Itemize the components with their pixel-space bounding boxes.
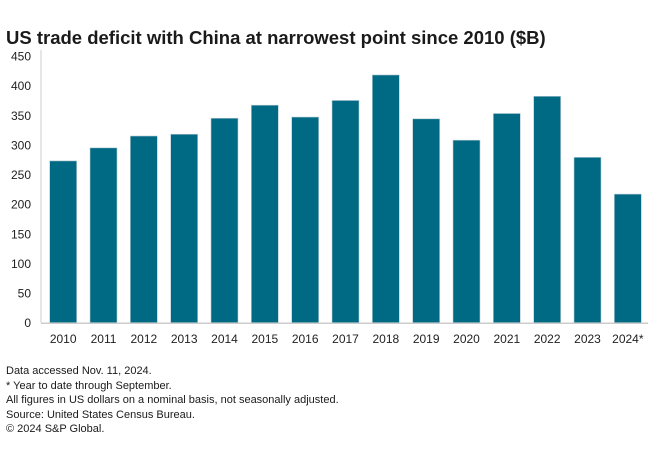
bar-2017 [331, 100, 360, 323]
bar-2011 [89, 147, 118, 323]
bar-2014 [210, 117, 239, 324]
x-tick-label: 2010 [50, 332, 77, 346]
x-tick-label: 2023 [574, 332, 601, 346]
x-tick-label: 2014 [211, 332, 238, 346]
bar-2012 [130, 135, 158, 323]
bar-2018 [372, 74, 400, 323]
bar-2015 [251, 104, 279, 323]
bar-2010 [49, 160, 77, 323]
y-tick-label: 400 [11, 79, 31, 93]
chart-notes: Data accessed Nov. 11, 2024. * Year to d… [6, 364, 339, 437]
bar-2023 [573, 157, 602, 323]
bar-2019 [412, 118, 440, 324]
bar-2016 [291, 116, 319, 324]
x-tick-label: 2020 [453, 332, 480, 346]
chart-title: US trade deficit with China at narrowest… [6, 27, 546, 48]
x-tick-label: 2024* [612, 332, 644, 346]
y-tick-label: 450 [11, 50, 31, 64]
x-tick-label: 2017 [332, 332, 359, 346]
y-tick-label: 350 [11, 109, 31, 123]
note-nominal: All figures in US dollars on a nominal b… [6, 394, 339, 407]
note-ytd: * Year to date through September. [6, 379, 172, 392]
note-data-accessed: Data accessed Nov. 11, 2024. [6, 365, 152, 377]
x-tick-label: 2016 [292, 332, 319, 346]
x-tick-label: 2012 [130, 332, 157, 346]
bar-2020 [452, 139, 481, 323]
note-copyright: © 2024 S&P Global. [6, 423, 105, 436]
bar-2024 [614, 193, 642, 324]
bar-chart: 0 50 100 150 200 250 300 350 400 450 2010 2011 2012 2… [11, 50, 648, 346]
note-source: Source: United States Census Bureau. [6, 408, 195, 421]
y-tick-label: 0 [24, 316, 31, 330]
x-tick-label: 2022 [534, 332, 561, 346]
bar-2022 [533, 96, 561, 323]
y-tick-label: 300 [11, 138, 31, 152]
x-tick-label: 2018 [372, 332, 399, 346]
y-tick-label: 100 [11, 257, 31, 271]
y-tick-label: 200 [11, 198, 31, 212]
x-tick-label: 2011 [91, 332, 117, 346]
bar-2013 [170, 133, 198, 323]
x-tick-label: 2021 [493, 332, 520, 346]
bar-2021 [493, 113, 521, 324]
y-tick-label: 50 [18, 287, 32, 301]
x-tick-label: 2013 [171, 332, 198, 346]
y-tick-label: 150 [11, 227, 31, 241]
x-tick-label: 2015 [251, 332, 278, 346]
y-tick-label: 250 [11, 168, 31, 182]
x-tick-label: 2019 [413, 332, 440, 346]
